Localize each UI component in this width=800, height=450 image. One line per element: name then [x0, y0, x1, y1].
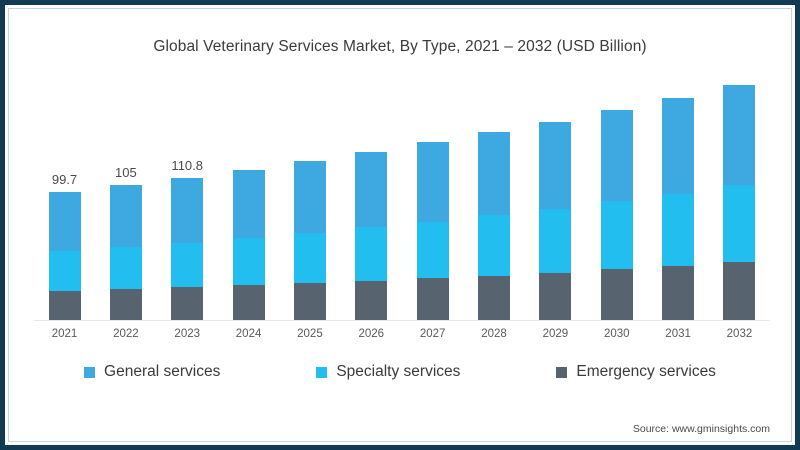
bar-segment-specialty[interactable]	[723, 185, 756, 262]
stacked-bar[interactable]	[478, 132, 511, 320]
bar-value-label: 99.7	[51, 171, 78, 187]
bar-slot: 99.7	[34, 95, 95, 320]
chart-title: Global Veterinary Services Market, By Ty…	[153, 38, 647, 55]
bar-slot	[341, 95, 402, 320]
bar-segment-general[interactable]	[662, 97, 695, 194]
bar-slot	[402, 95, 463, 320]
stacked-bar[interactable]	[48, 191, 81, 320]
plot-area: 99.7 105 110.8	[34, 84, 770, 321]
stacked-bar[interactable]	[171, 177, 204, 320]
x-axis-tick-label: 2024	[235, 328, 262, 340]
bar-segment-specialty[interactable]	[232, 238, 265, 286]
bar-segment-general[interactable]	[48, 191, 81, 252]
bar-segment-specialty[interactable]	[293, 232, 326, 283]
bar-segment-emergency[interactable]	[416, 278, 449, 320]
bar-segment-general[interactable]	[109, 185, 142, 248]
x-axis-tick-label: 2025	[297, 328, 323, 340]
bar-segment-specialty[interactable]	[416, 221, 449, 279]
bar-slot	[218, 95, 279, 320]
bar-segment-emergency[interactable]	[478, 275, 511, 320]
bar-segment-specialty[interactable]	[662, 193, 695, 266]
bar-slot	[709, 84, 770, 320]
bar-segment-emergency[interactable]	[723, 261, 756, 320]
bar-segment-emergency[interactable]	[232, 285, 265, 320]
bar-segment-emergency[interactable]	[109, 288, 142, 320]
bar-segment-general[interactable]	[171, 177, 204, 243]
bar-slot	[464, 95, 525, 320]
legend-swatch-icon	[84, 366, 96, 378]
bar-segment-general[interactable]	[539, 121, 572, 209]
stacked-bar[interactable]	[662, 97, 695, 320]
x-axis-tick-label: 2030	[603, 328, 630, 340]
bar-segment-specialty[interactable]	[355, 227, 388, 281]
stacked-bar[interactable]	[293, 161, 326, 320]
x-axis-tick-label: 2022	[113, 328, 139, 340]
x-axis-labels: 2021 2022 2023 2024 2025 2026 2027 2028 2029 2030…	[34, 328, 770, 340]
legend-item[interactable]: General services	[84, 363, 220, 381]
bar-slot	[586, 95, 647, 320]
bar-segment-emergency[interactable]	[539, 272, 572, 320]
bar-slot	[648, 95, 709, 320]
x-axis-tick-label: 2032	[726, 328, 753, 340]
legend-label: Specialty services	[336, 363, 461, 380]
stacked-bar[interactable]	[232, 169, 265, 320]
bar-slot: 105	[95, 95, 156, 320]
bar-slot	[279, 95, 340, 320]
legend-swatch-icon	[556, 366, 568, 378]
bar-segment-emergency[interactable]	[48, 290, 81, 320]
stacked-bar[interactable]	[109, 185, 142, 320]
x-axis-baseline	[34, 320, 770, 321]
bar-segment-specialty[interactable]	[171, 242, 204, 288]
bar-segment-general[interactable]	[416, 142, 449, 222]
bar-segment-emergency[interactable]	[293, 282, 326, 320]
stacked-bar[interactable]	[416, 142, 449, 320]
bar-segment-emergency[interactable]	[600, 269, 633, 320]
legend-label: Emergency services	[576, 363, 716, 380]
x-axis-tick-label: 2027	[419, 328, 446, 340]
bar-segment-general[interactable]	[600, 110, 633, 202]
x-axis-tick-label: 2026	[358, 328, 385, 340]
legend-swatch-icon	[316, 366, 328, 378]
bar-segment-emergency[interactable]	[355, 280, 388, 320]
x-axis-tick-label: 2021	[51, 328, 78, 340]
x-axis-tick-label: 2023	[174, 328, 201, 340]
legend-item[interactable]: Specialty services	[316, 363, 460, 381]
chart-legend: General services Specialty services Emerge…	[0, 363, 800, 381]
bar-value-label: 110.8	[171, 157, 204, 173]
x-axis-tick-label: 2028	[481, 328, 507, 340]
legend-label: General services	[104, 363, 221, 380]
bar-segment-specialty[interactable]	[48, 251, 81, 291]
source-note: Source: www.gminsights.com	[632, 423, 770, 435]
bar-segment-emergency[interactable]	[171, 287, 204, 320]
x-axis-tick-label: 2031	[665, 328, 691, 340]
bar-segment-general[interactable]	[478, 132, 511, 216]
bar-segment-general[interactable]	[232, 169, 265, 239]
bar-segment-specialty[interactable]	[478, 215, 511, 276]
stacked-bar[interactable]	[355, 152, 388, 320]
bar-slot	[525, 95, 586, 320]
bar-segment-specialty[interactable]	[109, 247, 142, 289]
legend-item[interactable]: Emergency services	[556, 363, 716, 381]
bar-group: 99.7 105 110.8	[34, 84, 770, 320]
x-axis-tick-label: 2029	[542, 328, 569, 340]
bar-segment-general[interactable]	[293, 161, 326, 233]
bar-segment-emergency[interactable]	[662, 265, 695, 320]
stacked-bar[interactable]	[723, 84, 756, 320]
bar-slot: 110.8	[157, 95, 218, 320]
bar-value-label: 105	[115, 165, 137, 180]
bar-segment-general[interactable]	[355, 152, 388, 228]
bar-segment-general[interactable]	[723, 84, 756, 186]
stacked-bar[interactable]	[600, 110, 633, 320]
bar-segment-specialty[interactable]	[600, 201, 633, 270]
bar-segment-specialty[interactable]	[539, 208, 572, 273]
stacked-bar[interactable]	[539, 121, 572, 320]
